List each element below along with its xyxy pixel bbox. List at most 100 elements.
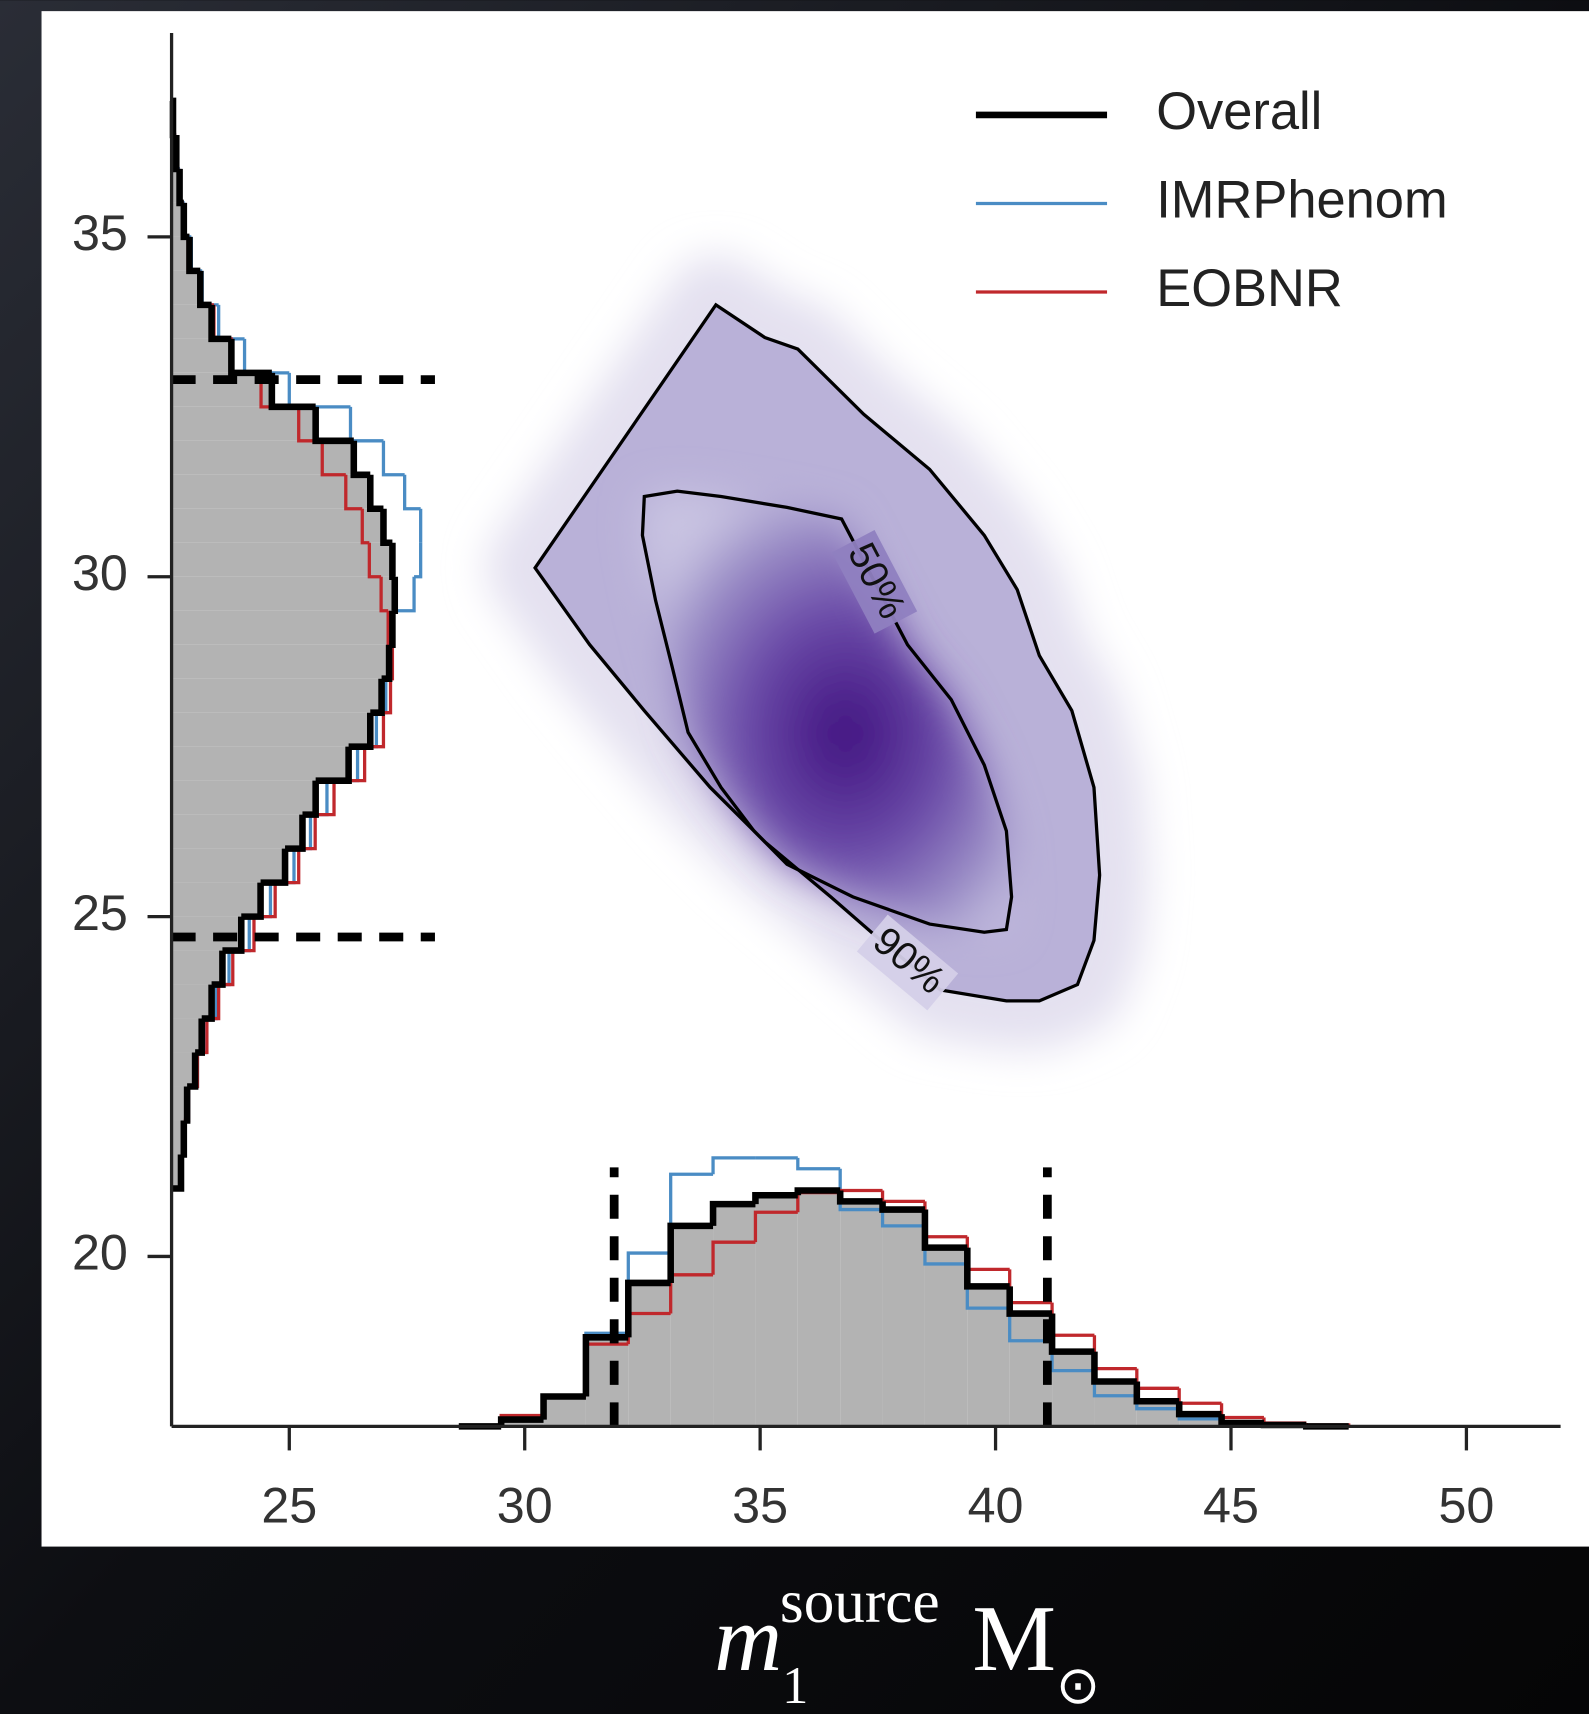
- contour-line: [640, 489, 1014, 934]
- hist-step: [312, 406, 354, 445]
- hist-step: [921, 1209, 968, 1251]
- hist-bar: [171, 406, 316, 441]
- hist-step: [201, 984, 215, 1022]
- hist-bar: [171, 508, 384, 543]
- hist-step: [964, 1247, 1010, 1290]
- hist-step: [392, 576, 416, 613]
- hist-step: [173, 134, 180, 173]
- hist-bar: [171, 236, 190, 271]
- hist-bar: [171, 304, 212, 339]
- contour-line: [533, 302, 1102, 1003]
- hist-step: [180, 202, 190, 241]
- hist-bar: [882, 1209, 925, 1427]
- contour-label-bg: [831, 530, 918, 634]
- hist-step: [171, 1154, 185, 1192]
- legend-label: Overall: [1156, 83, 1322, 141]
- hist-step: [753, 1210, 798, 1243]
- hist-step: [187, 1052, 199, 1090]
- hist-bar: [1052, 1351, 1095, 1427]
- hist-bar: [171, 882, 261, 917]
- hist-step: [320, 440, 346, 477]
- hist-step: [389, 542, 396, 581]
- hist-bar: [171, 1154, 181, 1189]
- hist-step: [302, 780, 319, 818]
- y-tick-label: 20: [72, 1224, 128, 1281]
- hist-bar: [171, 474, 371, 509]
- hist-bar: [713, 1204, 756, 1427]
- hist-bar: [171, 1018, 202, 1053]
- hist-bar: [1094, 1381, 1137, 1427]
- y-tick-label: 35: [72, 204, 128, 261]
- hist-step: [1008, 1308, 1053, 1343]
- hist-bar: [171, 168, 180, 203]
- x-tick-label: 35: [732, 1477, 788, 1534]
- hist-bar: [171, 542, 393, 577]
- hist-step: [880, 1190, 925, 1204]
- hist-step: [195, 1018, 205, 1056]
- hist-step: [381, 644, 393, 682]
- x-axis-label: m1 source M⊙: [714, 1568, 1100, 1714]
- hist-step: [836, 1190, 883, 1205]
- hist-bar: [171, 712, 371, 747]
- hist-step: [228, 338, 272, 377]
- hist-step: [186, 236, 201, 275]
- hist-bar: [171, 814, 303, 849]
- hist-step: [625, 1279, 671, 1338]
- x-tick-label: 25: [261, 1477, 317, 1534]
- x-label-symbol: m: [714, 1587, 782, 1691]
- hist-step: [711, 1240, 756, 1275]
- density-core: [642, 491, 1012, 933]
- hist-bar: [171, 746, 349, 781]
- hist-bar: [501, 1419, 544, 1427]
- hist-step: [667, 1222, 714, 1283]
- hist-step: [183, 1086, 191, 1124]
- hist-step: [222, 916, 245, 954]
- hist-step: [1218, 1414, 1264, 1427]
- hist-step: [414, 542, 423, 579]
- x-tick-label: 50: [1438, 1477, 1494, 1534]
- hist-bar: [171, 950, 223, 985]
- hist-bar: [171, 644, 390, 679]
- x-tick-label: 30: [497, 1477, 553, 1534]
- hist-step: [383, 678, 393, 715]
- hist-step: [176, 168, 184, 207]
- hist-step: [403, 474, 421, 511]
- y-tick-label: 25: [72, 884, 128, 941]
- x-tick-label: 45: [1203, 1477, 1259, 1534]
- hist-step: [348, 712, 374, 750]
- hist-step: [879, 1201, 925, 1213]
- hist-bar: [670, 1225, 714, 1427]
- hist-bar: [543, 1396, 586, 1427]
- hist-bar: [171, 780, 316, 815]
- hist-step: [344, 474, 363, 511]
- hist-bar: [171, 270, 201, 305]
- hist-step: [367, 542, 382, 579]
- hist-bar: [755, 1195, 798, 1427]
- x-label-subscript: 1: [782, 1657, 808, 1714]
- hist-step: [315, 780, 336, 817]
- hist-step: [370, 678, 385, 716]
- hist-bar: [924, 1247, 968, 1427]
- hist-step: [379, 576, 389, 613]
- hist-step: [360, 508, 370, 545]
- hist-bar: [1136, 1401, 1180, 1427]
- hist-bar: [628, 1282, 671, 1427]
- hist-step: [1260, 1421, 1307, 1429]
- hist-bar: [171, 984, 212, 1019]
- x-tick-label: 40: [968, 1477, 1024, 1534]
- hist-step: [241, 882, 264, 920]
- hist-step: [211, 950, 226, 988]
- hist-step: [389, 610, 396, 648]
- legend-label: IMRPhenom: [1156, 171, 1447, 229]
- hist-step: [1048, 1313, 1095, 1355]
- hist-step: [350, 440, 371, 479]
- hist-step: [1133, 1381, 1180, 1405]
- hist-step: [208, 304, 232, 343]
- hist-bar: [171, 576, 395, 611]
- hist-step: [197, 270, 212, 309]
- hist-bar: [171, 440, 354, 475]
- hist-bar: [171, 678, 382, 713]
- hist-step: [711, 1156, 756, 1175]
- hist-step: [1091, 1351, 1137, 1385]
- contour-label-bg: [856, 914, 959, 1011]
